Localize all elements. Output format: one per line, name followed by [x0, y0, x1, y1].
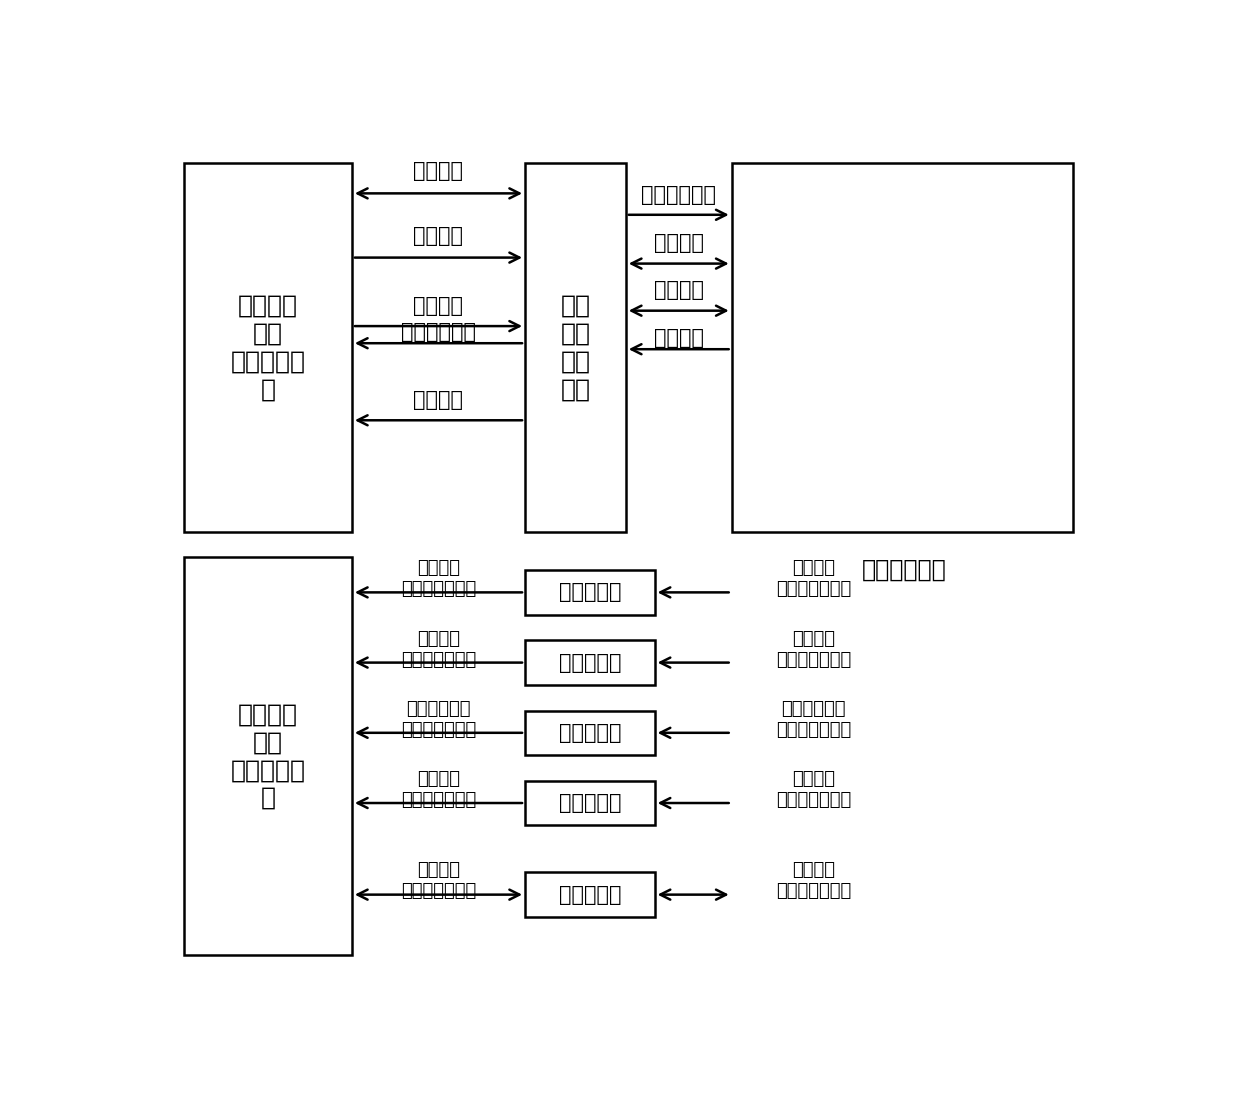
Bar	[184, 557, 352, 955]
Text: 数据信号: 数据信号	[653, 280, 704, 300]
Text: 电平转换器: 电平转换器	[558, 793, 621, 813]
Bar	[525, 873, 655, 917]
Text: 电平转换器: 电平转换器	[558, 583, 621, 603]
Text: 电平转换器: 电平转换器	[558, 723, 621, 743]
Text: 时钟信号
（开关电源域）: 时钟信号 （开关电源域）	[776, 631, 851, 668]
Text: 数据信号
（开关电源域）: 数据信号 （开关电源域）	[776, 861, 851, 900]
Text: 握手信号: 握手信号	[413, 390, 464, 410]
Text: 电平转换器: 电平转换器	[558, 885, 621, 905]
Text: 数据总线: 数据总线	[413, 161, 464, 181]
Bar	[525, 570, 655, 615]
Text: 读写控制信号: 读写控制信号	[641, 185, 717, 205]
Text: 控制信号: 控制信号	[413, 296, 464, 316]
Bar	[525, 163, 626, 532]
Text: 地址总线: 地址总线	[413, 227, 464, 247]
Text: 地址信号
（常开电源域）: 地址信号 （常开电源域）	[401, 771, 476, 810]
Bar	[525, 711, 655, 755]
Text: 传输响应信号: 传输响应信号	[401, 321, 476, 341]
Bar	[525, 641, 655, 685]
Text: 应答信号: 应答信号	[653, 328, 704, 347]
Text: 地址信号
（开关电源域）: 地址信号 （开关电源域）	[776, 771, 851, 810]
Text: 片选信号
（常开电源域）: 片选信号 （常开电源域）	[401, 559, 476, 598]
Text: 电平转换器: 电平转换器	[558, 653, 621, 673]
Bar	[732, 163, 1073, 532]
Text: 接口控制电路: 接口控制电路	[862, 558, 947, 582]
Text: 地址信号: 地址信号	[653, 234, 704, 254]
Text: 常开电源
域：
并行接口电
路: 常开电源 域： 并行接口电 路	[231, 703, 305, 810]
Text: 控制
信号
检测
电路: 控制 信号 检测 电路	[560, 294, 590, 401]
Text: 读写控制信号
（常开电源域）: 读写控制信号 （常开电源域）	[401, 701, 476, 739]
Text: 时钟信号
（常开电源域）: 时钟信号 （常开电源域）	[401, 631, 476, 668]
Bar	[184, 163, 352, 532]
Bar	[525, 781, 655, 825]
Text: 片选信号
（开关电源域）: 片选信号 （开关电源域）	[776, 559, 851, 598]
Text: 数据信号
（常开电源域）: 数据信号 （常开电源域）	[401, 861, 476, 900]
Text: 读写控制信号
（开关电源域）: 读写控制信号 （开关电源域）	[776, 701, 851, 739]
Text: 开关电源
域：
并行接口电
路: 开关电源 域： 并行接口电 路	[231, 294, 305, 401]
